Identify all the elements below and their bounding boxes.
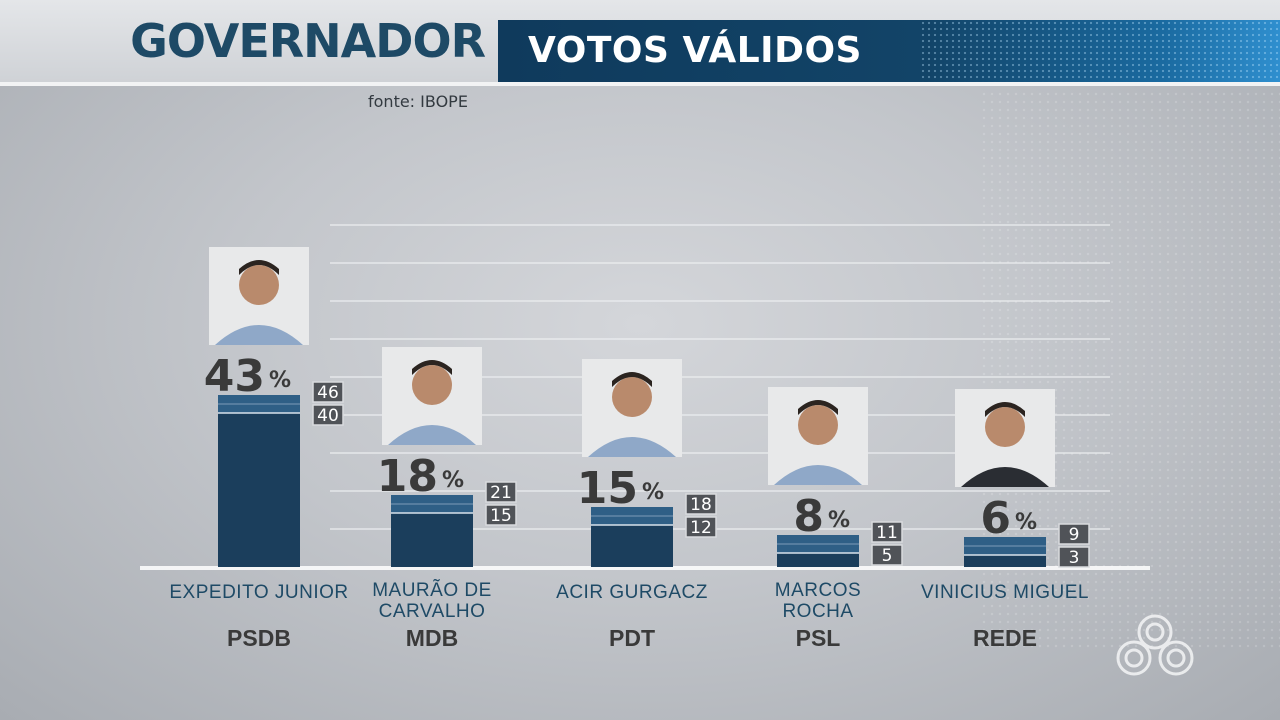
- bar-value-label: 15: [577, 463, 638, 514]
- range-lower-label: 5: [882, 546, 893, 566]
- broadcaster-logo-icon: [1112, 608, 1198, 688]
- candidate-face: [798, 405, 838, 445]
- candidate-name: ACIR GURGACZ: [556, 582, 708, 603]
- party-label: PDT: [609, 625, 655, 651]
- range-upper-label: 11: [876, 523, 898, 543]
- party-label: PSDB: [227, 625, 291, 651]
- bar-value-unit: %: [442, 468, 464, 493]
- party-label: REDE: [973, 625, 1037, 651]
- range-lower-label: 40: [317, 406, 339, 426]
- candidate-face: [239, 265, 279, 305]
- bar: [218, 395, 300, 567]
- bar-value-unit: %: [1015, 510, 1037, 535]
- bar-value-unit: %: [828, 508, 850, 533]
- candidate-name: CARVALHO: [379, 601, 486, 622]
- candidate-name: VINICIUS MIGUEL: [921, 582, 1089, 603]
- range-upper-label: 18: [690, 495, 712, 515]
- candidate-name: MARCOS: [775, 580, 861, 601]
- bar-value-label: 8: [793, 491, 824, 542]
- candidate-name: EXPEDITO JUNIOR: [169, 582, 348, 603]
- candidate-face: [612, 377, 652, 417]
- range-upper-label: 46: [317, 383, 339, 403]
- range-upper-label: 21: [490, 483, 512, 503]
- bar-value-unit: %: [269, 368, 291, 393]
- range-lower-label: 15: [490, 506, 512, 526]
- range-lower-label: 12: [690, 518, 712, 538]
- bar-value-label: 18: [377, 451, 438, 502]
- candidate-face: [412, 365, 452, 405]
- range-upper-label: 9: [1069, 525, 1080, 545]
- party-label: PSL: [796, 625, 841, 651]
- candidate-name: MAURÃO DE: [372, 579, 492, 601]
- candidate-name: ROCHA: [782, 601, 853, 622]
- party-label: MDB: [406, 625, 458, 651]
- bar-value-label: 43: [204, 351, 265, 402]
- bar-value-unit: %: [642, 480, 664, 505]
- range-lower-label: 3: [1069, 548, 1080, 568]
- bar-value-label: 6: [980, 493, 1011, 544]
- candidate-face: [985, 407, 1025, 447]
